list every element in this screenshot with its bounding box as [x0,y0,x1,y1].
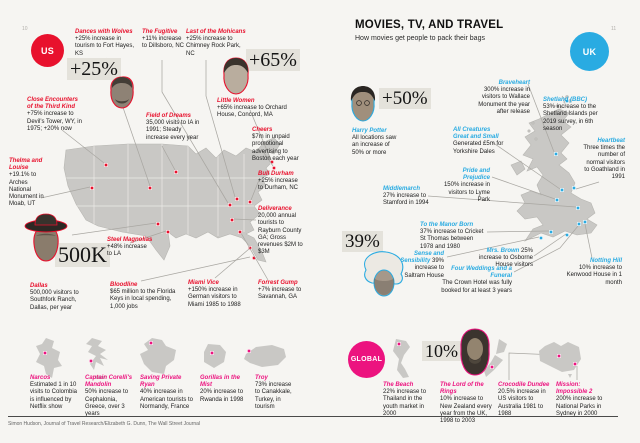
callout-little-women: Little Women +65% increase to Orchard Hou… [217,98,287,119]
callout-harry-potter: Harry Potter All locations saw an increas… [352,128,397,156]
callout-to-the-manor-born: To the Manor Born 37% increase to Cricket… [420,222,484,250]
source-credit: Simon Hudson, Journal of Travel Research… [8,421,201,427]
us-state-borders [64,144,266,236]
greece-map [86,338,108,379]
right-page-number: 11 [611,26,617,32]
us-map-dots [90,160,276,260]
rwanda-map [204,344,226,368]
callout-last-of-the-mohicans: Last of the Mohicans +25% increase to Chi… [186,29,246,57]
left-page-number: 10 [22,26,28,32]
stat-dances-with-wolves: +25% [67,58,121,80]
callout-forrest-gump: Forrest Gump +7% increase to Savannah, GA [258,280,302,301]
turkey-map [244,345,286,367]
france-map [140,338,176,374]
stat-harry-potter: +50% [379,88,431,109]
callout-pride-and-prejudice: Pride and Prejudice 150% increase in visi… [443,168,490,203]
us-map [63,137,281,263]
photo-dallas-cowboy [24,213,68,262]
photo-harry-potter [350,86,376,122]
callout-field-of-dreams: Field of Dreams 35,000 visits to IA in 19… [146,113,200,141]
callout-steel-magnolias: Steel Magnolias +48% increase to LA [107,237,153,258]
item-captain-corellis-mandolin: Captain Corelli's Mandolin 50% increase t… [85,375,133,418]
photo-dances-with-wolves [110,76,134,109]
northern-ireland-shape [510,160,526,176]
item-troy: Troy 73% increase to Canakkale, Turkey, i… [255,375,292,410]
callout-deliverance: Deliverance 20,000 annual tourists to Ray… [258,206,303,256]
callout-miami-vice: Miami Vice +150% increase in German visit… [188,280,241,308]
us-section-badge: US [31,34,64,67]
photo-lord-of-the-rings [460,328,490,376]
callout-dallas: Dallas 500,000 visitors to Southfork Ranc… [30,283,79,311]
item-gorillas-in-the-mist: Gorillas in the Mist 20% increase to Rwan… [200,375,244,403]
item-crocodile-dundee: Crocodile Dundee 20.5% increase in US vis… [498,382,550,417]
callout-heartbeat: Heartbeat Three times the number of norma… [583,138,625,181]
colombia-map [36,338,62,378]
photo-little-women [223,57,249,95]
new-zealand-map [484,339,507,377]
page-title: MOVIES, TV, AND TRAVEL [355,19,504,31]
stat-sense-and-sensibility: 39% [342,231,383,252]
callout-sense-and-sensibility: Sense and Sensibility 39% increase to Sa… [400,251,444,279]
callout-shetland: Shetland (BBC) 53% increase to the Shetla… [543,97,598,132]
callout-all-creatures: All Creatures Great and Small Generated £… [453,127,504,155]
item-the-beach: The Beach 22% increase to Thailand in the… [383,382,427,417]
footer-rule [8,416,618,417]
item-narcos: Narcos Estimated 1 in 10 visits to Colomb… [30,375,78,410]
callout-notting-hill: Notting Hill 10% increase to Kenwood Hous… [566,258,622,286]
item-saving-private-ryan: Saving Private Ryan 40% increase in Ameri… [140,375,194,410]
callout-close-encounters: Close Encounters of the Third Kind +75% i… [27,97,82,132]
item-mission-impossible-2: Mission: Impossible 2 200% increase to Na… [556,382,603,417]
australia-map [539,342,581,378]
callout-braveheart: Braveheart 300% increase in visitors to W… [478,80,530,115]
page-subtitle: How movies get people to pack their bags [355,35,485,42]
callout-bloodline: Bloodline $65 million to the Florida Keys… [110,282,176,310]
callout-dances-with-wolves: Dances with Wolves +25% increase in touri… [75,29,135,57]
uk-section-badge: UK [570,32,609,71]
uk-map [510,95,598,242]
callout-middlemarch: Middlemarch 27% increase to Stamford in 1… [383,186,429,207]
callout-four-weddings: Four Weddings and a Funeral The Crown Hot… [441,266,512,294]
uk-map-dots [539,99,587,240]
thailand-map [393,339,410,378]
stat-lord-of-the-rings: 10% [422,341,461,361]
us-map-shape [63,137,281,263]
global-section-badge: GLOBAL [348,341,385,378]
callout-bull-durham: Bull Durham +25% increase to Durham, NC [258,171,299,192]
photo-sense-and-sensibility [364,251,404,297]
callout-thelma-and-louise: Thelma and Louise +19.1% to Arches Nation… [9,158,44,208]
callout-the-fugitive: The Fugitive +11% increase to Dillsboro, … [142,29,185,50]
stat-dallas: 500K [55,243,110,267]
stat-little-women: +65% [246,49,300,71]
callout-cheers: Cheers $7m in unpaid promotional advertis… [252,127,299,162]
item-lord-of-the-rings: The Lord of the Rings 10% increase to New… [440,382,492,425]
callout-mrs-brown: Mrs. Brown 25% increase to Osborne House… [478,248,533,269]
